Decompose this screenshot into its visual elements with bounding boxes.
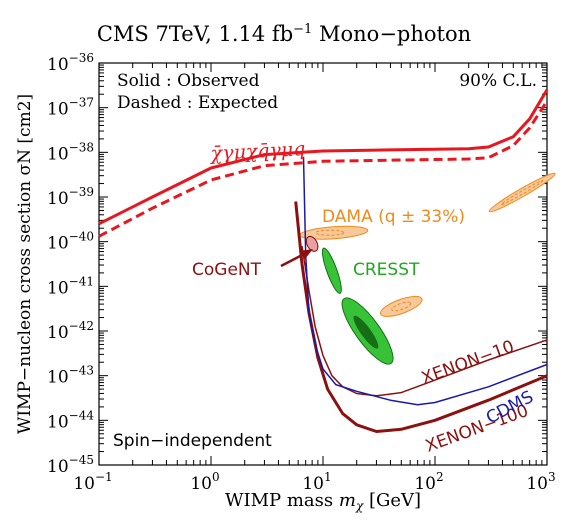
cresst-label: CRESST	[353, 260, 420, 280]
title-suffix: Mono−photon	[312, 22, 472, 46]
curve-xenon-10	[301, 245, 548, 397]
x-tick-label: 10−1	[73, 470, 112, 494]
x-tick-labels: 10−1 100 101 102 103	[73, 470, 555, 494]
dama-contour-low	[315, 229, 345, 236]
curve-cms-expected	[98, 100, 549, 238]
dama-contour-high	[500, 179, 544, 206]
y-tick-label: 10−44	[47, 408, 94, 432]
cogent-region	[305, 235, 319, 252]
dama-region-mid	[379, 295, 423, 317]
xlabel-subscript: χ	[355, 499, 364, 513]
xlabel-symbol: m	[339, 490, 356, 511]
cogent-label: CoGeNT	[192, 260, 262, 280]
y-tick-label: 10−36	[47, 51, 94, 75]
regions	[299, 172, 556, 365]
annotation-solid: Solid : Observed	[117, 71, 260, 91]
y-tick-label: 10−41	[47, 274, 94, 298]
curve-cdms	[302, 156, 548, 406]
y-tick-labels: 10−45 10−44 10−43 10−42 10−41 10−40 10−39 10−38…	[47, 51, 94, 477]
y-axis-label: WIMP−nucleon cross section σN [cm2]	[15, 94, 35, 434]
y-tick-label: 10−37	[47, 96, 94, 120]
chart-title: CMS 7TeV, 1.14 fb−1 Mono−photon	[0, 22, 568, 46]
x-tick-label: 102	[414, 470, 443, 494]
x-tick-label: 101	[302, 470, 331, 494]
xlabel-prefix: WIMP mass	[225, 490, 339, 511]
title-exponent: −1	[293, 22, 313, 37]
cogent-arrowhead	[299, 249, 313, 259]
cresst-region-1	[321, 247, 342, 294]
operator-label: χ̄γμχq̄γμq	[208, 138, 306, 165]
dama-contour-mid	[391, 301, 412, 312]
annotation-spin: Spin−independent	[113, 431, 272, 451]
annotation-cl: 90% C.L.	[459, 71, 537, 91]
annotation-dashed: Dashed : Expected	[117, 93, 278, 113]
dama-label: DAMA (q ± 33%)	[322, 207, 465, 227]
y-tick-label: 10−40	[47, 230, 94, 254]
y-tick-label: 10−43	[47, 364, 94, 388]
y-tick-label: 10−42	[47, 319, 94, 343]
dama-region-high	[488, 172, 556, 213]
xlabel-suffix: [GeV]	[363, 490, 421, 511]
title-prefix: CMS 7TeV, 1.14 fb	[96, 22, 294, 46]
y-tick-label: 10−45	[47, 453, 94, 477]
curves	[98, 89, 549, 433]
y-tick-label: 10−39	[47, 185, 94, 209]
cogent-arrow	[280, 251, 307, 268]
y-tick-label: 10−38	[47, 140, 94, 164]
x-tick-label: 103	[526, 470, 555, 494]
x-axis-label: WIMP mass mχ [GeV]	[225, 490, 421, 513]
x-tick-label: 100	[190, 470, 219, 494]
curve-cms-observed	[98, 89, 549, 226]
ticks	[98, 63, 547, 466]
cresst-core-2	[353, 315, 379, 349]
